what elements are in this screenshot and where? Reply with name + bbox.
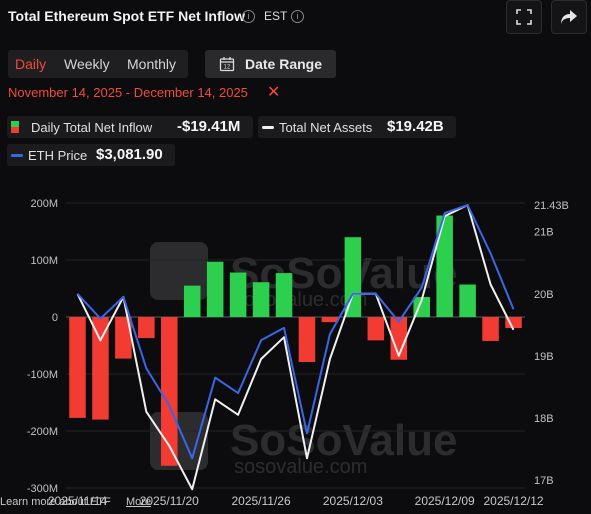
date-range-button[interactable]: 12 Date Range <box>205 50 336 78</box>
watermark-brand-top: SoSoValue <box>230 249 457 298</box>
inflow-bar <box>344 237 362 317</box>
share-icon <box>561 10 577 24</box>
inflow-bar <box>298 317 316 363</box>
y-tick-label-right: 18B <box>534 413 554 425</box>
y-tick-label-left: 0 <box>52 312 58 324</box>
date-range-label: Date Range <box>245 56 323 72</box>
watermark-brand-bottom: SoSoValue <box>230 416 457 465</box>
inflow-bar <box>161 317 178 466</box>
inflow-bar <box>183 285 201 317</box>
y-tick-label-right: 17B <box>534 475 554 487</box>
tab-monthly[interactable]: Monthly <box>127 56 177 72</box>
share-button[interactable] <box>551 0 587 34</box>
watermark: SoSoValue sosovalue.com SoSoValue sosova… <box>150 242 457 478</box>
inflow-legend-swatch-icon <box>11 121 19 133</box>
watermark-logo-bottom <box>150 412 208 470</box>
x-tick-label: 2025/12/12 <box>483 494 543 508</box>
legend-net-assets[interactable]: Total Net Assets $19.42B <box>258 116 456 138</box>
interval-tabs: Daily Weekly Monthly <box>8 50 188 78</box>
fullscreen-icon <box>516 9 532 25</box>
y-tick-label-left: 200M <box>30 198 58 210</box>
legend-assets-label: Total Net Assets <box>279 120 373 135</box>
inflow-bar <box>229 272 247 317</box>
net-assets-line <box>76 204 515 491</box>
y-tick-label-right: 21.43B <box>534 200 569 212</box>
inflow-bar <box>115 317 132 359</box>
y-tick-label-right: 19B <box>534 351 554 363</box>
watermark-url-bottom: sosovalue.com <box>234 456 367 478</box>
y-tick-label-right: 21B <box>534 227 554 239</box>
fullscreen-button[interactable] <box>506 0 542 34</box>
tab-daily[interactable]: Daily <box>15 56 47 72</box>
legend-price-value: $3,081.90 <box>96 146 163 163</box>
inflow-bar <box>138 317 155 339</box>
legend-assets-value: $19.42B <box>387 118 444 135</box>
inflow-bar <box>505 317 522 329</box>
inflow-bar <box>436 215 453 317</box>
legend-inflow-value: -$19.41M <box>177 118 241 135</box>
watermark-logo-top <box>150 242 208 300</box>
y-tick-label-left: -200M <box>27 426 58 438</box>
inflow-bar <box>92 317 109 420</box>
info-icon[interactable]: i <box>242 10 255 23</box>
eth-price-line <box>76 204 515 460</box>
footer-learn-more: Learn more about ETF <box>0 496 111 508</box>
tab-weekly[interactable]: Weekly <box>64 56 110 72</box>
legend-price-label: ETH Price <box>28 148 88 163</box>
x-tick-label: 2025/12/03 <box>323 494 383 508</box>
y-tick-label-left: 100M <box>30 255 58 267</box>
inflow-bar <box>482 317 499 341</box>
calendar-icon: 12 <box>219 57 235 72</box>
inflow-bar <box>69 317 86 418</box>
x-tick-label: 2025/12/09 <box>415 494 475 508</box>
eth-price-legend-swatch-icon <box>11 154 23 157</box>
net-assets-legend-swatch-icon <box>262 126 274 129</box>
inflow-bar <box>459 284 476 317</box>
selected-date-range: November 14, 2025 - December 14, 2025 <box>8 85 248 100</box>
footer-more-link[interactable]: More <box>126 496 152 508</box>
chart-title: Total Ethereum Spot ETF Net Inflow <box>8 8 245 24</box>
watermark-url-top: sosovalue.com <box>234 289 367 311</box>
inflow-bar <box>252 282 270 317</box>
y-tick-label-left: -100M <box>27 369 58 381</box>
timezone-label: EST <box>264 9 288 23</box>
inflow-bar <box>367 317 385 341</box>
clear-range-icon[interactable]: ✕ <box>267 84 281 101</box>
timezone-info-icon[interactable]: i <box>291 10 304 23</box>
svg-text:12: 12 <box>224 65 231 71</box>
inflow-bar <box>275 273 293 317</box>
legend-eth-price[interactable]: ETH Price $3,081.90 <box>7 144 175 166</box>
legend-daily-inflow[interactable]: Daily Total Net Inflow -$19.41M <box>7 116 253 138</box>
inflow-bar <box>206 261 224 317</box>
x-tick-label: 2025/11/26 <box>231 494 290 508</box>
inflow-bar <box>390 317 408 360</box>
legend-inflow-label: Daily Total Net Inflow <box>31 120 153 135</box>
inflow-bar <box>413 297 430 317</box>
y-tick-label-left: -300M <box>27 483 58 495</box>
y-tick-label-right: 20B <box>534 289 554 301</box>
inflow-bar <box>321 317 339 323</box>
